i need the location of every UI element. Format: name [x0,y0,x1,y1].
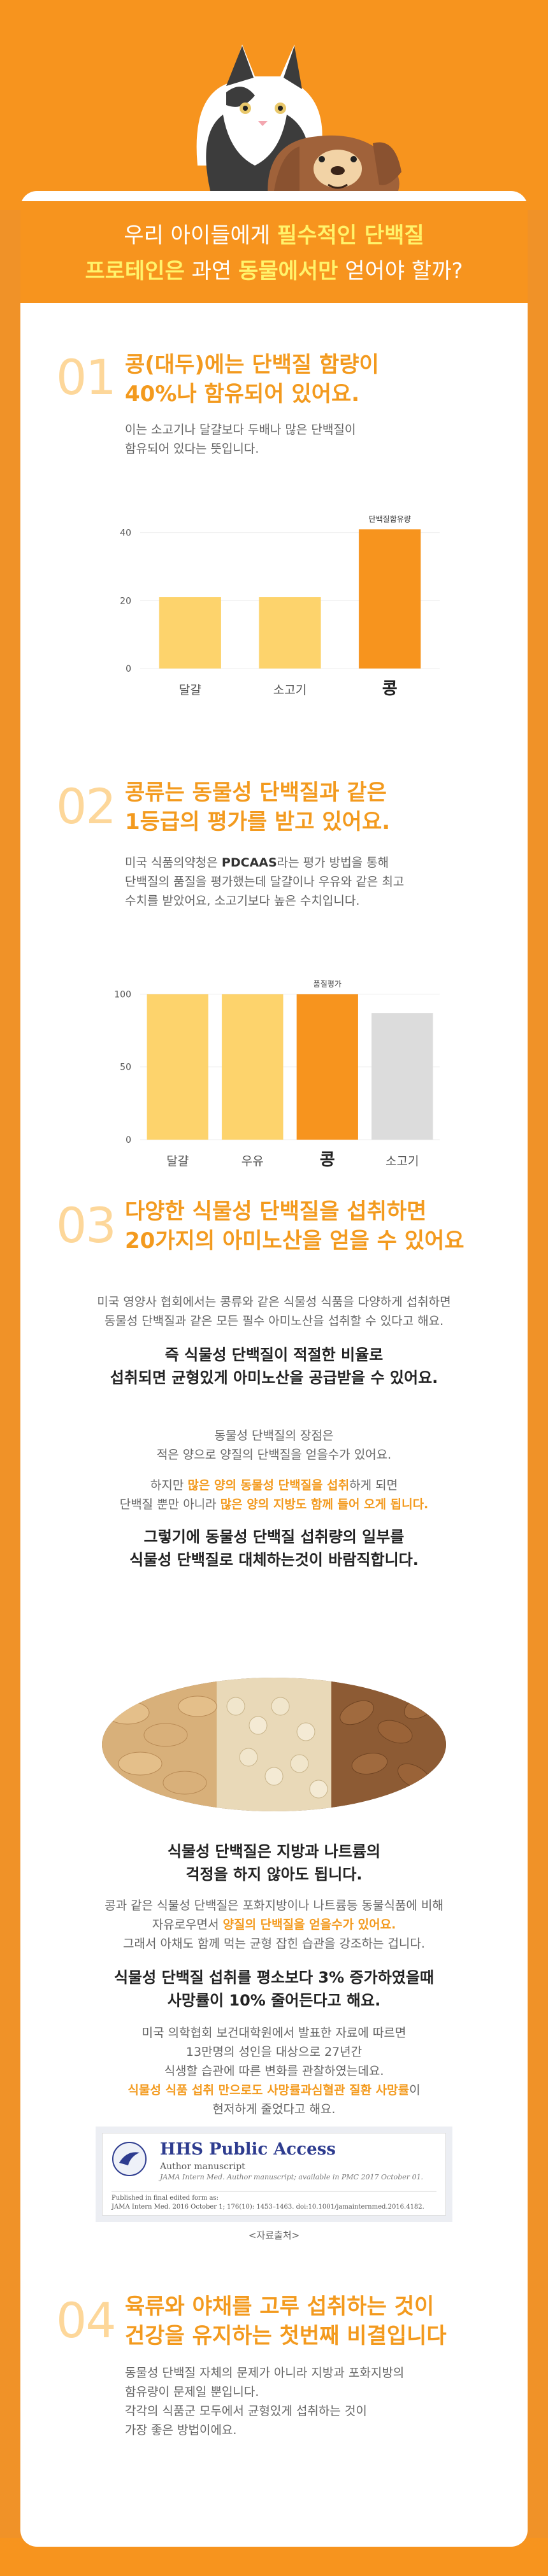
hhs-eagle-icon [112,2142,147,2176]
section-body: 이는 소고기나 달걀보다 두배나 많은 단백질이 함유되어 있다는 뜻입니다. [125,423,356,456]
research-paper-header: HHS Public Access Author manuscript JAMA… [102,2133,446,2216]
protein-content-chart: 0 20 40 달걀 소고기 콩 단백질함유량 [120,514,440,698]
bar [359,529,421,669]
section-body: 동물성 단백질 자체의 문제가 아니라 지방과 포화지방의 함유량이 문제일 뿐… [125,2366,405,2437]
y-tick-label: 0 [126,1135,131,1145]
paper-citation: JAMA Intern Med. Author manuscript; avai… [160,2173,424,2181]
dog-icon [268,135,401,197]
section-number: 03 [56,1197,117,1254]
y-tick-label: 100 [114,989,131,1000]
emphasis-statement: 식물성 단백질 섭취를 평소보다 3% 증가하였을때 사망률이 10% 줄어든다… [113,1969,435,2009]
section-title: 육류와 야채를 고루 섭취하는 것이 건강을 유지하는 첫번째 비결입니다 [125,2294,447,2349]
nuts-and-beans-image [102,1678,446,1811]
category-label: 소고기 [273,683,306,697]
y-tick-label: 40 [120,528,131,539]
source-label: <자료출처> [248,2230,300,2241]
bar [259,597,321,669]
section-body: 미국 식품의약청은 PDCAAS라는 평가 방법을 통해 단백질의 품질을 평가… [125,856,405,908]
paper-title: HHS Public Access [160,2140,336,2159]
paragraph: 동물성 단백질의 장점은 적은 양으로 양질의 단백질을 얻을수가 있어요. [156,1429,392,1462]
bar [147,994,208,1140]
bar [222,994,284,1140]
header-line-2: 프로테인은 과연 동물에서만 얻어야 할까? [85,258,463,284]
category-label: 콩 [382,679,398,698]
paragraph: 콩과 같은 식물성 단백질은 포화지방이나 나트륨등 동물식품에 비해 자유로우… [105,1899,443,1951]
chart-title: 품질평가 [314,979,342,988]
cat-and-dog-illustration [196,45,401,197]
paragraph: 미국 영양사 협회에서는 콩류와 같은 식물성 식품을 다양하게 섭취하면 동물… [97,1295,451,1328]
section-title: 콩(대두)에는 단백질 함량이 40%나 함유되어 있어요. [125,352,379,407]
section-title: 콩류는 동물성 단백질과 같은 1등급의 평가를 받고 있어요. [125,780,391,835]
paper-published-label: Published in final edited form as: [112,2195,219,2202]
section-number: 02 [56,778,117,835]
section-title: 다양한 식물성 단백질을 섭취하면 20가지의 아미노산을 얻을 수 있어요 [125,1199,465,1254]
paper-reference: JAMA Intern Med. 2016 October 1; 176(10)… [112,2204,424,2211]
bar [371,1013,433,1140]
category-label: 달걀 [166,1154,189,1168]
paper-subtitle: Author manuscript [160,2162,245,2172]
paragraph: 하지만 많은 양의 동물성 단백질을 섭취하게 되면 단백질 뿐만 아니라 많은… [119,1478,429,1511]
paragraph: 미국 의학협회 보건대학원에서 발표한 자료에 따르면 13만명의 성인을 대상… [127,2026,421,2116]
section-number: 01 [56,349,117,406]
header-band: 우리 아이들에게 필수적인 단백질 프로테인은 과연 동물에서만 얻어야 할까? [20,201,528,303]
section-number: 04 [56,2292,117,2349]
header-line-1: 우리 아이들에게 필수적인 단백질 [124,223,424,248]
y-tick-label: 0 [126,664,131,674]
category-label: 콩 [320,1150,335,1170]
bar [296,994,358,1140]
emphasis-statement: 식물성 단백질은 지방과 나트륨의 걱정을 하지 않아도 됩니다. [167,1843,381,1883]
emphasis-statement: 즉 식물성 단백질이 적절한 비율로 섭취되면 균형있게 아미노산을 공급받을 … [110,1346,438,1387]
y-tick-label: 20 [120,596,131,606]
cat-icon [196,45,322,191]
category-label: 달걀 [179,683,201,697]
category-label: 우유 [242,1154,264,1168]
category-label: 소고기 [386,1154,419,1168]
chart-title: 단백질함유량 [369,514,411,523]
emphasis-statement: 그렇기에 동물성 단백질 섭취량의 일부를 식물성 단백질로 대체하는것이 바람… [129,1528,419,1569]
bar [159,597,221,669]
y-tick-label: 50 [120,1063,131,1073]
